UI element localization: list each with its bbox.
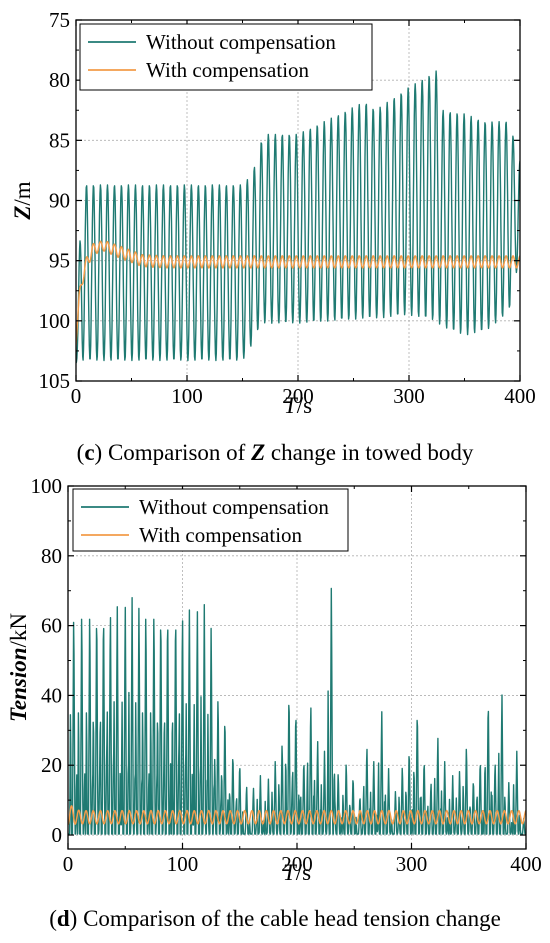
y-tick-label: 80 [41, 544, 62, 568]
chart-tension-change: 0 100 200 300 400 0 20 40 60 80 100 T/s Tension/kN Wi… [6, 474, 542, 885]
caption-d: (d) Comparison of the cable head tension… [49, 906, 501, 931]
x-tick-label: 300 [396, 852, 428, 876]
y-axis-label: Z/m [10, 181, 35, 220]
y-tick-label: 60 [41, 614, 62, 638]
caption-c-symbol: Z [251, 440, 266, 465]
y-tick-label: 0 [52, 823, 63, 847]
legend-box [72, 488, 349, 552]
x-tick-label: 200 [282, 384, 314, 408]
x-tick-label: 300 [393, 384, 425, 408]
series-line-without-compensation [68, 587, 526, 835]
x-axis-label: T/s [284, 393, 312, 418]
series-line-with-compensation [76, 240, 520, 345]
caption-c-post: change in towed body [265, 440, 474, 465]
legend: Without compensation With compensation [72, 488, 349, 552]
y-tick-label: 100 [39, 309, 71, 333]
legend: Without compensation With compensation [79, 23, 373, 91]
x-tick-label: 400 [510, 852, 542, 876]
x-tick-label: 100 [167, 852, 199, 876]
legend-label: With compensation [139, 523, 303, 547]
legend-label: Without compensation [139, 495, 329, 519]
y-tick-label: 100 [31, 474, 63, 498]
caption-d-text: Comparison of the cable head tension cha… [83, 906, 501, 931]
y-tick-label: 20 [41, 753, 62, 777]
y-tick-label: 90 [49, 189, 70, 213]
x-tick-label: 200 [281, 852, 313, 876]
series-line-with-compensation [68, 805, 526, 825]
y-tick-label: 85 [49, 128, 70, 152]
series-line-without-compensation [76, 70, 520, 364]
caption-c: (c) Comparison of Z change in towed body [76, 440, 474, 465]
x-tick-label: 400 [504, 384, 536, 408]
caption-c-pre: Comparison of [107, 440, 252, 465]
x-tick-label: 0 [63, 852, 74, 876]
x-tick-label: 0 [71, 384, 82, 408]
legend-label: With compensation [146, 58, 310, 82]
chart-z-change: 0 100 200 300 400 75 80 85 90 95 100 105 T/s Z/m Witho… [10, 8, 536, 418]
y-tick-label: 40 [41, 683, 62, 707]
y-tick-label: 95 [49, 249, 70, 273]
y-tick-label: 105 [39, 369, 71, 393]
caption-d-tag: d [56, 906, 70, 931]
x-axis-label: T/s [283, 860, 311, 885]
y-axis-label: Tension/kN [6, 613, 31, 722]
caption-c-tag: c [84, 440, 95, 465]
y-tick-label: 80 [49, 68, 70, 92]
y-tick-label: 75 [49, 8, 70, 32]
x-tick-label: 100 [171, 384, 203, 408]
legend-label: Without compensation [146, 30, 336, 54]
legend-box [79, 23, 373, 91]
